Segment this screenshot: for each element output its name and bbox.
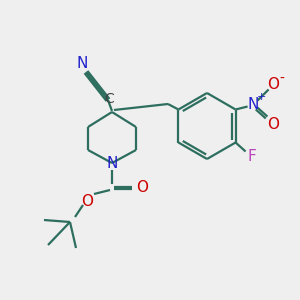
Text: N: N bbox=[76, 56, 88, 71]
Text: +: + bbox=[257, 92, 266, 101]
Text: -: - bbox=[279, 71, 284, 85]
Text: C: C bbox=[104, 92, 114, 106]
Text: O: O bbox=[136, 181, 148, 196]
Text: O: O bbox=[268, 117, 280, 132]
Text: N: N bbox=[106, 157, 118, 172]
Text: O: O bbox=[268, 77, 280, 92]
Text: N: N bbox=[248, 97, 259, 112]
Text: F: F bbox=[247, 149, 256, 164]
Text: O: O bbox=[81, 194, 93, 208]
